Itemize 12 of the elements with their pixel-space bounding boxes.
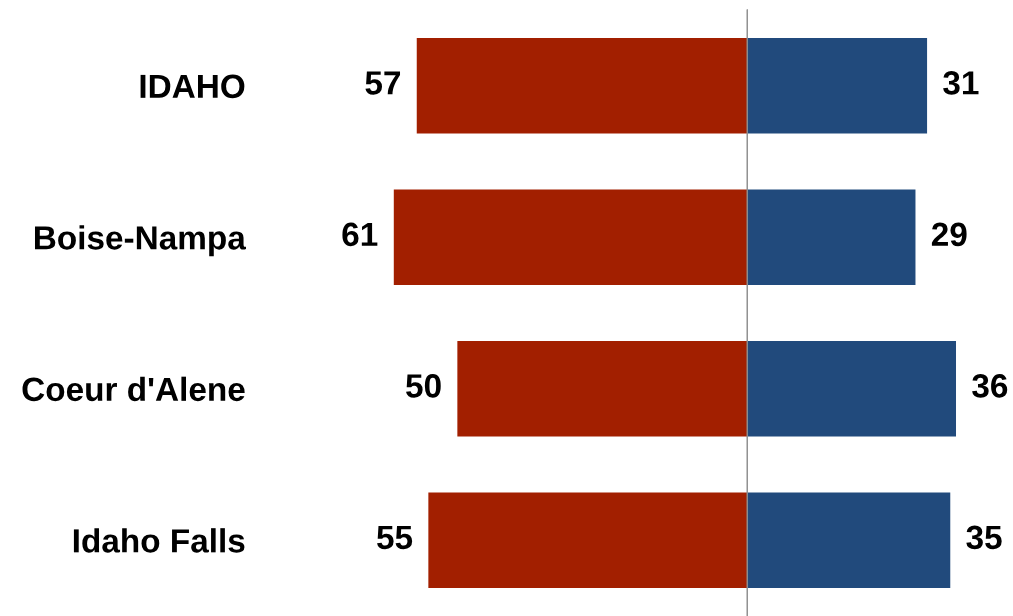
data-label: 50 [406,374,441,398]
y-tick-label: Idaho Falls [73,528,245,553]
data-label: 61 [342,222,378,247]
data-label: 31 [943,71,979,95]
y-tick-label: Boise-Nampa [34,225,246,257]
data-label: 35 [966,525,1002,550]
data-label: 29 [931,222,967,247]
data-label: 57 [365,71,401,95]
data-label: 55 [377,525,413,550]
y-tick-label: IDAHO [140,74,245,99]
data-label: 36 [972,374,1008,398]
y-tick-label: Coeur d'Alene [22,376,245,402]
